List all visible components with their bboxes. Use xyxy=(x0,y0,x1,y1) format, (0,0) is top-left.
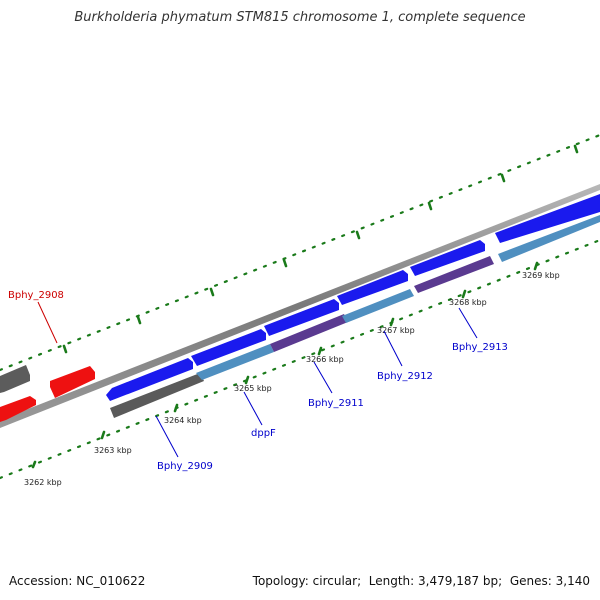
inner-major-tick xyxy=(173,403,179,413)
inner-minor-ticks xyxy=(0,238,600,480)
inner-major-tick xyxy=(244,375,250,385)
inner-major-tick xyxy=(100,430,106,440)
gene-label-bphy-2913[interactable]: Bphy_2913 xyxy=(452,342,508,353)
sequence-summary: Topology: circular; Length: 3,479,187 bp… xyxy=(252,574,590,588)
tick-label: 3269 kbp xyxy=(522,271,560,280)
gene-dppf-arrow[interactable] xyxy=(196,344,274,380)
outer-major-tick xyxy=(282,258,288,268)
inner-major-tick xyxy=(389,317,395,327)
gene-bphy-2909-arrow[interactable] xyxy=(110,373,204,418)
outer-major-tick xyxy=(355,230,361,240)
leader-line-bphy-2909 xyxy=(155,415,179,458)
reverse-strand-track xyxy=(0,215,600,422)
genes-label: Genes: xyxy=(509,574,552,588)
length-value: 3,479,187 bp xyxy=(418,574,499,588)
gene-arrow[interactable] xyxy=(495,194,600,243)
genome-backbone xyxy=(0,184,600,428)
tick-label: 3265 kbp xyxy=(234,384,272,393)
gene-arrow[interactable] xyxy=(0,396,36,422)
gene-label-bphy-2908[interactable]: Bphy_2908 xyxy=(8,290,64,301)
gene-labels: Bphy_2908 Bphy_2909 dppF Bphy_2911 Bphy_… xyxy=(8,290,508,472)
gene-bphy-2911-arrow[interactable] xyxy=(270,314,348,352)
gene-bphy-2908-arrow[interactable] xyxy=(50,366,95,398)
gene-arrow[interactable] xyxy=(410,240,485,276)
leader-line-bphy-2912 xyxy=(383,330,403,367)
gene-bphy-2912-arrow[interactable] xyxy=(342,289,414,323)
outer-tick-ring xyxy=(0,133,600,372)
gene-arrow xyxy=(0,365,30,393)
accession-value: NC_010622 xyxy=(76,574,146,588)
gene-bphy-2913-arrow[interactable] xyxy=(414,256,494,293)
tick-label: 3262 kbp xyxy=(24,478,62,487)
tick-label: 3268 kbp xyxy=(449,298,487,307)
outer-major-tick xyxy=(209,287,215,297)
inner-major-tick xyxy=(461,289,467,299)
inner-tick-ring xyxy=(0,238,600,480)
leader-line-bphy-2911 xyxy=(313,361,333,394)
topology-value: circular xyxy=(312,574,358,588)
tick-label: 3266 kbp xyxy=(306,355,344,364)
tick-label: 3264 kbp xyxy=(164,416,202,425)
inner-major-tick xyxy=(317,346,323,356)
leader-line-bphy-2913 xyxy=(458,307,478,339)
gene-arrow[interactable] xyxy=(106,358,193,401)
outer-major-ticks xyxy=(62,144,579,354)
outer-major-tick xyxy=(62,344,68,354)
inner-major-ticks xyxy=(31,261,539,469)
gene-label-bphy-2911[interactable]: Bphy_2911 xyxy=(308,398,364,409)
gene-arrow[interactable] xyxy=(337,270,408,305)
gene-label-bphy-2909[interactable]: Bphy_2909 xyxy=(157,461,213,472)
accession-info: Accession: NC_010622 xyxy=(9,574,145,588)
outer-major-tick xyxy=(136,315,142,325)
gene-label-dppf[interactable]: dppF xyxy=(251,428,276,439)
gene-arrow[interactable] xyxy=(264,299,339,336)
genes-value: 3,140 xyxy=(555,574,590,588)
outer-major-tick xyxy=(500,173,506,183)
map-title: Burkholderia phymatum STM815 chromosome … xyxy=(74,10,526,25)
label-leaders xyxy=(37,301,478,458)
forward-strand-track xyxy=(0,194,600,401)
gene-arrow[interactable] xyxy=(498,215,600,262)
outer-major-tick xyxy=(427,201,433,211)
leader-line-bphy-2908 xyxy=(37,301,58,344)
outer-minor-ticks xyxy=(0,133,600,372)
inner-major-tick xyxy=(31,460,37,469)
inner-major-tick xyxy=(533,261,539,271)
gene-arrow[interactable] xyxy=(191,329,266,366)
leader-line-dppf xyxy=(243,391,263,426)
scale-labels: 3262 kbp 3263 kbp 3264 kbp 3265 kbp 3266… xyxy=(24,271,560,487)
gene-label-bphy-2912[interactable]: Bphy_2912 xyxy=(377,371,433,382)
outer-major-tick xyxy=(573,144,579,154)
tick-label: 3267 kbp xyxy=(377,326,415,335)
accession-label: Accession: xyxy=(9,574,73,588)
topology-label: Topology: xyxy=(252,574,309,588)
tick-label: 3263 kbp xyxy=(94,446,132,455)
length-label: Length: xyxy=(368,574,415,588)
